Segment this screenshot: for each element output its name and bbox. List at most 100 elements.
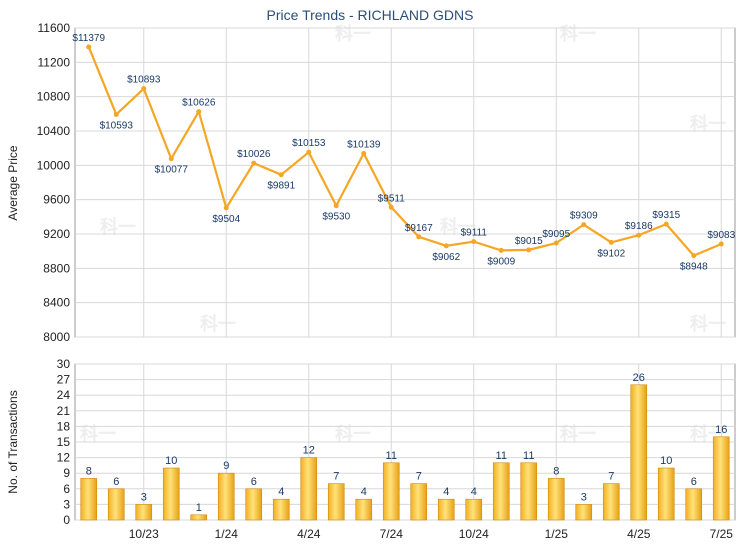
tx-data-label: 4: [471, 486, 477, 498]
price-data-label: $10893: [127, 75, 161, 86]
tx-bar: [657, 467, 675, 521]
price-point: [526, 247, 532, 253]
tx-data-label: 6: [251, 476, 257, 488]
chart-title: Price Trends - RICHLAND GDNS: [267, 7, 474, 23]
tx-bar: [630, 384, 648, 521]
tx-bar: [712, 436, 730, 521]
tx-data-label: 9: [223, 460, 229, 472]
x-tick-label: 7/24: [380, 527, 404, 541]
price-y-tick-label: 11200: [38, 55, 71, 69]
tx-data-label: 4: [443, 486, 449, 498]
tx-data-label: 4: [278, 486, 284, 498]
tx-data-label: 7: [333, 471, 339, 483]
tx-bar: [107, 488, 125, 521]
price-data-label: $9309: [570, 211, 598, 222]
tx-y-tick-label: 6: [63, 482, 70, 496]
price-point: [251, 160, 257, 166]
tx-bar: [217, 472, 235, 521]
tx-bar: [190, 514, 208, 521]
price-point: [333, 203, 339, 209]
watermark-text: 科一: [560, 423, 596, 444]
price-point: [663, 221, 669, 227]
price-point: [223, 205, 229, 211]
price-series-line: [87, 46, 722, 257]
price-data-label: $10593: [100, 120, 134, 131]
tx-data-label: 8: [86, 465, 92, 477]
price-point: [278, 172, 284, 178]
watermark-text: 科一: [690, 313, 726, 334]
tx-y-axis-label: No. of Transactions: [6, 390, 20, 493]
price-point: [608, 239, 614, 245]
tx-bar: [382, 462, 400, 521]
tx-data-label: 11: [523, 450, 534, 462]
price-data-label: $9891: [267, 181, 295, 192]
tx-data-label: 16: [715, 424, 727, 436]
tx-bar: [80, 478, 98, 521]
price-y-tick-label: 10400: [37, 124, 71, 138]
x-tick-label: 7/25: [710, 527, 734, 541]
price-data-label: $10626: [182, 98, 216, 109]
price-y-tick-label: 11600: [38, 21, 71, 35]
price-point: [361, 150, 367, 156]
x-tick-label: 4/24: [297, 527, 321, 541]
price-data-label: $8948: [680, 262, 708, 273]
price-point: [443, 243, 449, 249]
x-tick-label: 4/25: [627, 527, 651, 541]
tx-y-tick-label: 18: [57, 419, 71, 433]
price-point: [718, 241, 724, 247]
tx-y-tick-label: 0: [63, 513, 70, 527]
price-point: [168, 156, 174, 162]
price-point: [141, 86, 147, 92]
price-point: [416, 234, 422, 240]
tx-data-label: 6: [113, 476, 119, 488]
tx-data-label: 7: [608, 471, 614, 483]
price-y-tick-label: 8000: [43, 330, 70, 344]
price-data-label: $9062: [432, 252, 460, 263]
tx-data-label: 12: [303, 445, 315, 457]
x-tick-label: 1/25: [545, 527, 569, 541]
price-point: [388, 204, 394, 210]
tx-y-tick-label: 15: [57, 435, 71, 449]
watermark-text: 科一: [335, 23, 371, 44]
price-point: [113, 111, 119, 117]
price-data-label: $11379: [72, 33, 105, 44]
price-data-label: $9167: [405, 223, 433, 234]
tx-data-label: 26: [633, 372, 645, 384]
price-data-label: $10077: [155, 165, 189, 176]
watermark-text: 科一: [80, 423, 116, 444]
x-tick-label: 10/23: [129, 527, 159, 541]
price-data-label: $9015: [515, 236, 543, 247]
tx-bar: [437, 498, 455, 521]
tx-bar: [602, 483, 620, 521]
tx-y-tick-label: 30: [57, 357, 71, 371]
price-y-tick-label: 10800: [37, 90, 71, 104]
price-point: [196, 109, 202, 115]
price-point: [636, 232, 642, 238]
price-plot-area: [74, 27, 736, 338]
x-tick-label: 10/24: [459, 527, 489, 541]
tx-data-label: 1: [196, 502, 202, 514]
tx-data-label: 10: [165, 455, 177, 467]
watermark-text: 科一: [690, 113, 726, 134]
tx-bar: [685, 488, 703, 521]
price-y-tick-label: 8400: [43, 296, 70, 310]
x-tick-label: 1/24: [215, 527, 239, 541]
tx-bar: [355, 498, 373, 521]
price-y-tick-label: 8800: [43, 261, 70, 275]
tx-bar: [245, 488, 263, 521]
price-data-label: $10139: [347, 139, 381, 150]
tx-data-label: 4: [361, 486, 367, 498]
price-y-tick-label: 9600: [43, 193, 70, 207]
tx-data-label: 3: [581, 491, 587, 503]
price-point: [498, 247, 504, 253]
price-point: [86, 44, 92, 50]
tx-bar: [575, 504, 593, 521]
price-y-axis-label: Average Price: [6, 145, 20, 220]
tx-bar: [272, 498, 290, 521]
tx-bar: [327, 483, 345, 521]
tx-y-tick-label: 24: [57, 388, 71, 402]
price-data-label: $9111: [461, 228, 488, 239]
price-data-label: $9186: [625, 221, 653, 232]
